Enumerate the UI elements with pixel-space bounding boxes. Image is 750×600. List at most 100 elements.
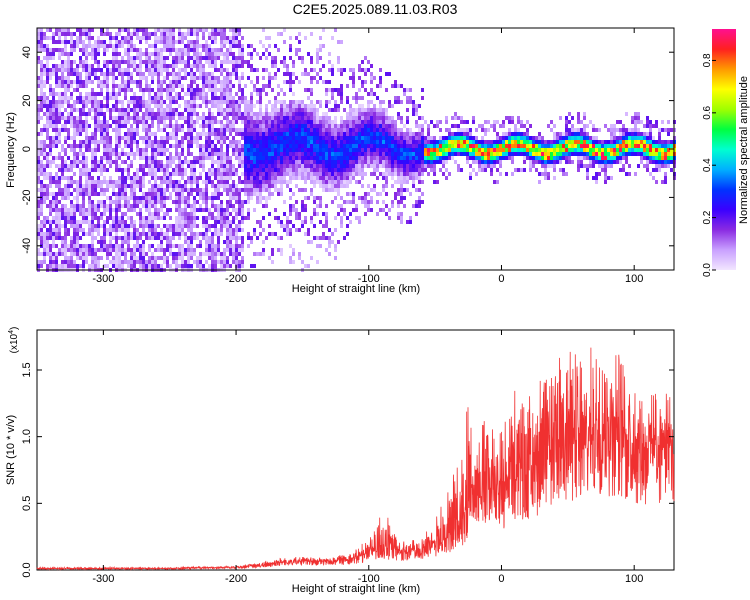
heatmap-cell xyxy=(367,132,370,136)
heatmap-cell xyxy=(61,244,64,248)
heatmap-cell xyxy=(448,156,451,160)
heatmap-cell xyxy=(349,68,352,72)
heatmap-cell xyxy=(142,232,145,236)
heatmap-cell xyxy=(244,172,247,176)
heatmap-cell xyxy=(358,196,361,200)
heatmap-cell xyxy=(37,160,40,164)
heatmap-cell xyxy=(133,184,136,188)
heatmap-cell xyxy=(142,220,145,224)
heatmap-cell xyxy=(88,252,91,256)
heatmap-cell xyxy=(73,220,76,224)
heatmap-cell xyxy=(148,204,151,208)
heatmap-cell xyxy=(103,192,106,196)
heatmap-cell xyxy=(64,164,67,168)
heatmap-cell xyxy=(337,152,340,156)
heatmap-cell xyxy=(178,112,181,116)
heatmap-cell xyxy=(337,192,340,196)
heatmap-cell xyxy=(211,140,214,144)
heatmap-cell xyxy=(292,108,295,112)
heatmap-cell xyxy=(277,156,280,160)
heatmap-cell xyxy=(196,216,199,220)
heatmap-cell xyxy=(367,148,370,152)
heatmap-cell xyxy=(91,248,94,252)
heatmap-cell xyxy=(250,148,253,152)
heatmap-cell xyxy=(148,236,151,240)
heatmap-cell xyxy=(202,64,205,68)
heatmap-cell xyxy=(46,232,49,236)
heatmap-cell xyxy=(367,136,370,140)
heatmap-cell xyxy=(148,200,151,204)
heatmap-cell xyxy=(67,216,70,220)
heatmap-cell xyxy=(82,208,85,212)
heatmap-cell xyxy=(298,136,301,140)
heatmap-cell xyxy=(64,220,67,224)
heatmap-cell xyxy=(88,184,91,188)
heatmap-cell xyxy=(277,180,280,184)
heatmap-cell xyxy=(73,204,76,208)
heatmap-cell xyxy=(400,188,403,192)
heatmap-cell xyxy=(94,124,97,128)
heatmap-cell xyxy=(115,252,118,256)
heatmap-cell xyxy=(82,184,85,188)
heatmap-cell xyxy=(169,264,172,268)
heatmap-cell xyxy=(388,156,391,160)
heatmap-cell xyxy=(139,104,142,108)
heatmap-cell xyxy=(100,100,103,104)
heatmap-cell xyxy=(127,128,130,132)
heatmap-cell xyxy=(370,196,373,200)
heatmap-cell xyxy=(262,120,265,124)
heatmap-cell xyxy=(241,256,244,260)
heatmap-cell xyxy=(55,72,58,76)
heatmap-cell xyxy=(370,92,373,96)
heatmap-cell xyxy=(208,196,211,200)
heatmap-cell xyxy=(409,88,412,92)
heatmap-cell xyxy=(253,164,256,168)
heatmap-cell xyxy=(226,160,229,164)
heatmap-cell xyxy=(217,168,220,172)
heatmap-cell xyxy=(169,36,172,40)
heatmap-cell xyxy=(67,180,70,184)
heatmap-cell xyxy=(457,136,460,140)
heatmap-cell xyxy=(151,252,154,256)
heatmap-cell xyxy=(70,120,73,124)
heatmap-cell xyxy=(175,84,178,88)
heatmap-cell xyxy=(211,124,214,128)
heatmap-cell xyxy=(85,128,88,132)
heatmap-cell xyxy=(49,36,52,40)
heatmap-cell xyxy=(253,132,256,136)
heatmap-cell xyxy=(304,112,307,116)
heatmap-cell xyxy=(220,68,223,72)
heatmap-cell xyxy=(127,236,130,240)
heatmap-cell xyxy=(460,136,463,140)
heatmap-cell xyxy=(139,100,142,104)
heatmap-cell xyxy=(79,132,82,136)
heatmap-cell xyxy=(133,48,136,52)
heatmap-cell xyxy=(202,132,205,136)
heatmap-cell xyxy=(208,128,211,132)
heatmap-cell xyxy=(274,44,277,48)
heatmap-cell xyxy=(427,136,430,140)
heatmap-cell xyxy=(85,212,88,216)
heatmap-cell xyxy=(208,224,211,228)
heatmap-cell xyxy=(97,92,100,96)
heatmap-cell xyxy=(67,136,70,140)
heatmap-cell xyxy=(433,172,436,176)
heatmap-cell xyxy=(382,148,385,152)
heatmap-cell xyxy=(136,80,139,84)
heatmap-cell xyxy=(79,168,82,172)
heatmap-cell xyxy=(280,32,283,36)
heatmap-cell xyxy=(274,152,277,156)
heatmap-cell xyxy=(91,52,94,56)
heatmap-cell xyxy=(397,180,400,184)
heatmap-cell xyxy=(289,228,292,232)
heatmap-cell xyxy=(178,160,181,164)
heatmap-cell xyxy=(370,128,373,132)
heatmap-cell xyxy=(364,72,367,76)
heatmap-cell xyxy=(67,80,70,84)
heatmap-cell xyxy=(229,164,232,168)
heatmap-cell xyxy=(160,244,163,248)
heatmap-cell xyxy=(400,156,403,160)
heatmap-cell xyxy=(313,164,316,168)
heatmap-cell xyxy=(313,172,316,176)
heatmap-cell xyxy=(151,156,154,160)
